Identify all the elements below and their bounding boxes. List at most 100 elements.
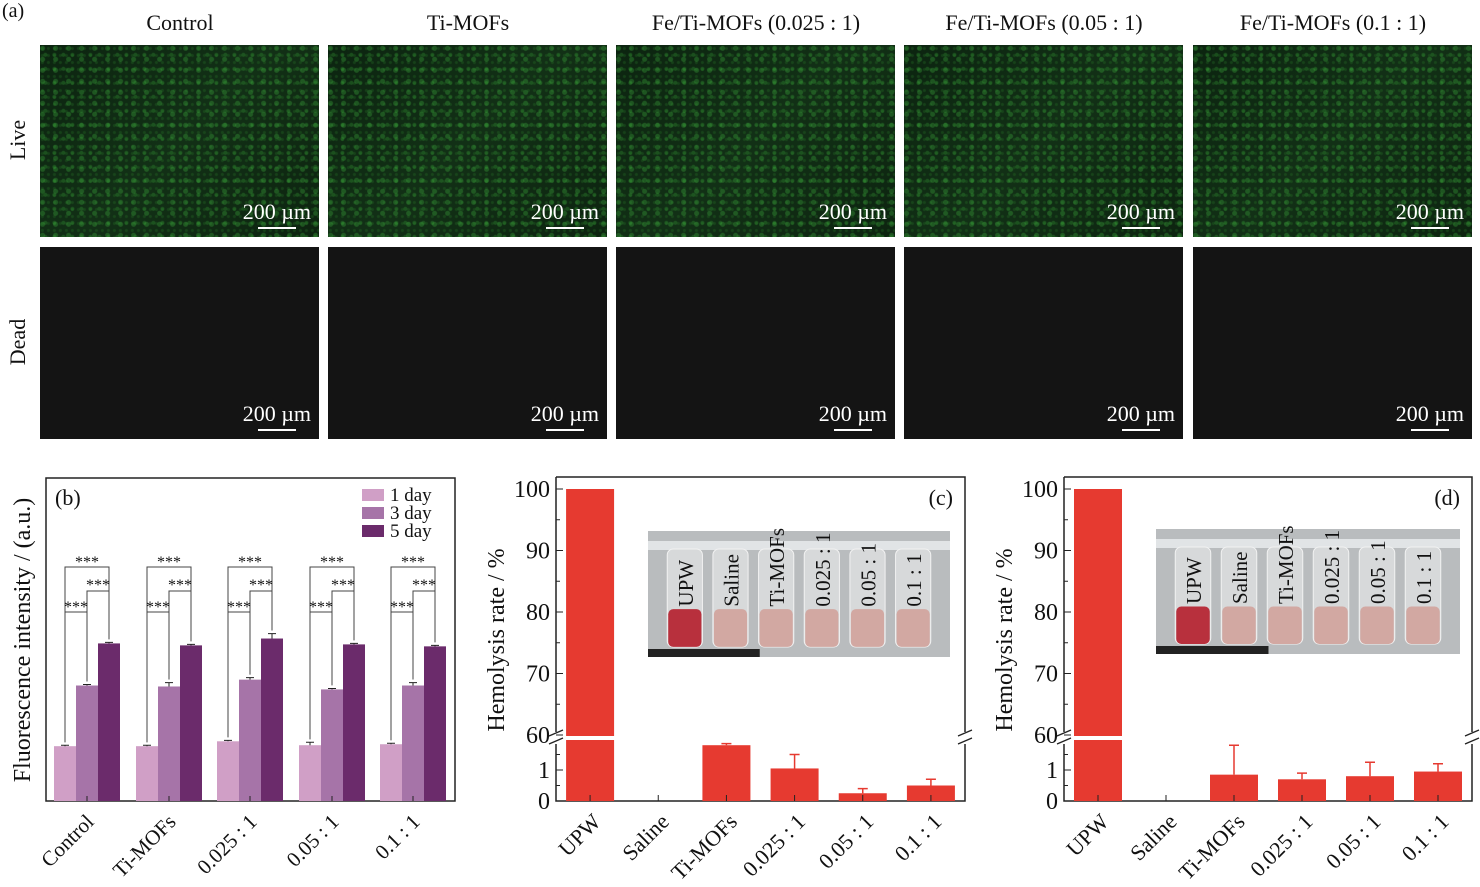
bar [299, 745, 321, 801]
error-bar [224, 739, 232, 742]
dead-micrograph: 200 µm [1193, 247, 1472, 439]
scale-bar: 200 µm [819, 199, 887, 229]
x-tick-label: 0.025 : 1 [738, 809, 811, 882]
inset-tube-label: 0.1 : 1 [902, 554, 926, 607]
bar [239, 679, 261, 801]
x-tick-label: Saline [1125, 809, 1182, 866]
tube-rack [648, 541, 950, 550]
error-bar [857, 787, 868, 794]
scale-bar: 200 µm [531, 199, 599, 229]
y-axis-label: Hemolysis rate / % [484, 548, 510, 731]
tube-liquid [1222, 606, 1256, 644]
y-tick-label: 80 [1034, 600, 1058, 626]
axis-break-marks [1056, 729, 1480, 745]
bar [566, 489, 615, 801]
scale-bar-line [545, 429, 584, 431]
bar [1074, 489, 1122, 801]
inset-photo-base [1156, 646, 1269, 654]
scale-bar: 200 µm [1396, 199, 1464, 229]
significance-bracket [390, 611, 414, 741]
y-tick-label: 70 [1034, 662, 1058, 688]
y-axis-label: Hemolysis rate / % [992, 548, 1018, 731]
inset-tube-label: 0.025 : 1 [1320, 530, 1344, 604]
scale-bar-label: 200 µm [1395, 401, 1464, 426]
bar [98, 643, 120, 801]
panel-a-label: (a) [2, 0, 25, 22]
significance-bracket [412, 590, 436, 643]
inset-tube-label: 0.05 : 1 [857, 543, 881, 607]
scale-bar-line [1121, 429, 1160, 431]
error-bar [1365, 761, 1375, 777]
tube-liquid [805, 609, 839, 647]
error-bar [268, 633, 276, 639]
scale-bar: 200 µm [819, 401, 887, 431]
significance-label: *** [238, 554, 262, 571]
error-bar [1433, 763, 1443, 772]
significance-bracket [146, 611, 170, 743]
bar [1278, 779, 1326, 801]
error-bar [328, 687, 336, 690]
x-tick-label: 0.05 : 1 [813, 809, 878, 874]
scale-bar-label: 200 µm [1106, 401, 1175, 426]
x-tick-label: Ti-MOFs [108, 810, 181, 883]
column-title: Ti-MOFs [426, 10, 510, 35]
significance-bracket [309, 611, 333, 740]
significance-bracket [168, 590, 192, 642]
significance-label: *** [64, 599, 88, 616]
bar [158, 686, 180, 801]
error-bar [789, 753, 800, 769]
significance-label: *** [390, 599, 414, 616]
scale-bar-line [1121, 227, 1160, 229]
tube-liquid [1406, 606, 1440, 644]
y-tick-label: 0 [1046, 789, 1058, 815]
x-tick-label: Saline [617, 809, 674, 866]
x-tick-label: UPW [1061, 809, 1113, 861]
panel-label: (c) [929, 485, 953, 510]
legend-swatch [362, 507, 384, 519]
x-tick-label: 0.05 : 1 [1321, 809, 1386, 874]
x-tick-label: UPW [553, 809, 605, 861]
tube-liquid [713, 609, 748, 647]
significance-label: *** [146, 599, 170, 616]
error-bar [83, 684, 91, 686]
error-bar [165, 682, 173, 687]
x-tick-label: 0.025 : 1 [192, 810, 261, 879]
legend-label: 5 day [390, 521, 432, 542]
significance-label: *** [401, 554, 425, 571]
significance-label: *** [227, 599, 251, 616]
error-bar [431, 644, 439, 647]
y-tick-label: 90 [1034, 539, 1058, 565]
significance-bracket [64, 611, 88, 743]
bar [343, 644, 365, 801]
dead-micrograph: 200 µm [904, 247, 1183, 439]
inset-tube-label: Ti-MOFs [1274, 525, 1298, 604]
tube-liquid [668, 609, 702, 647]
error-bar [306, 741, 314, 746]
panel-label: (d) [1434, 485, 1460, 510]
error-bar [350, 642, 358, 645]
bar-break-gap [565, 736, 616, 740]
live-micrograph: 200 µm [40, 45, 319, 237]
error-bar [1297, 772, 1307, 780]
inset-tube-label: Saline [1228, 552, 1252, 605]
scale-bar-line [833, 429, 872, 431]
bar [702, 745, 751, 801]
scale-bar-label: 200 µm [818, 199, 887, 224]
error-bar [721, 742, 732, 746]
x-tick-label: 0.1 : 1 [1397, 809, 1454, 866]
tube-liquid [896, 609, 930, 647]
error-bar [143, 744, 151, 747]
bar [76, 685, 98, 801]
bar [136, 746, 158, 801]
y-tick-label: 1 [538, 758, 550, 784]
error-bar [246, 677, 254, 680]
significance-label: *** [75, 554, 99, 571]
y-tick-label: 70 [526, 662, 550, 688]
y-axis-label: Fluorescence intensity / (a.u.) [10, 498, 36, 783]
scale-bar-line [1410, 227, 1449, 229]
y-tick-label: 60 [526, 723, 550, 749]
live-micrograph: 200 µm [1193, 45, 1472, 237]
dead-micrograph: 200 µm [616, 247, 895, 439]
x-tick-label: 0.1 : 1 [889, 809, 946, 866]
x-tick-label: 0.1 : 1 [370, 810, 425, 865]
